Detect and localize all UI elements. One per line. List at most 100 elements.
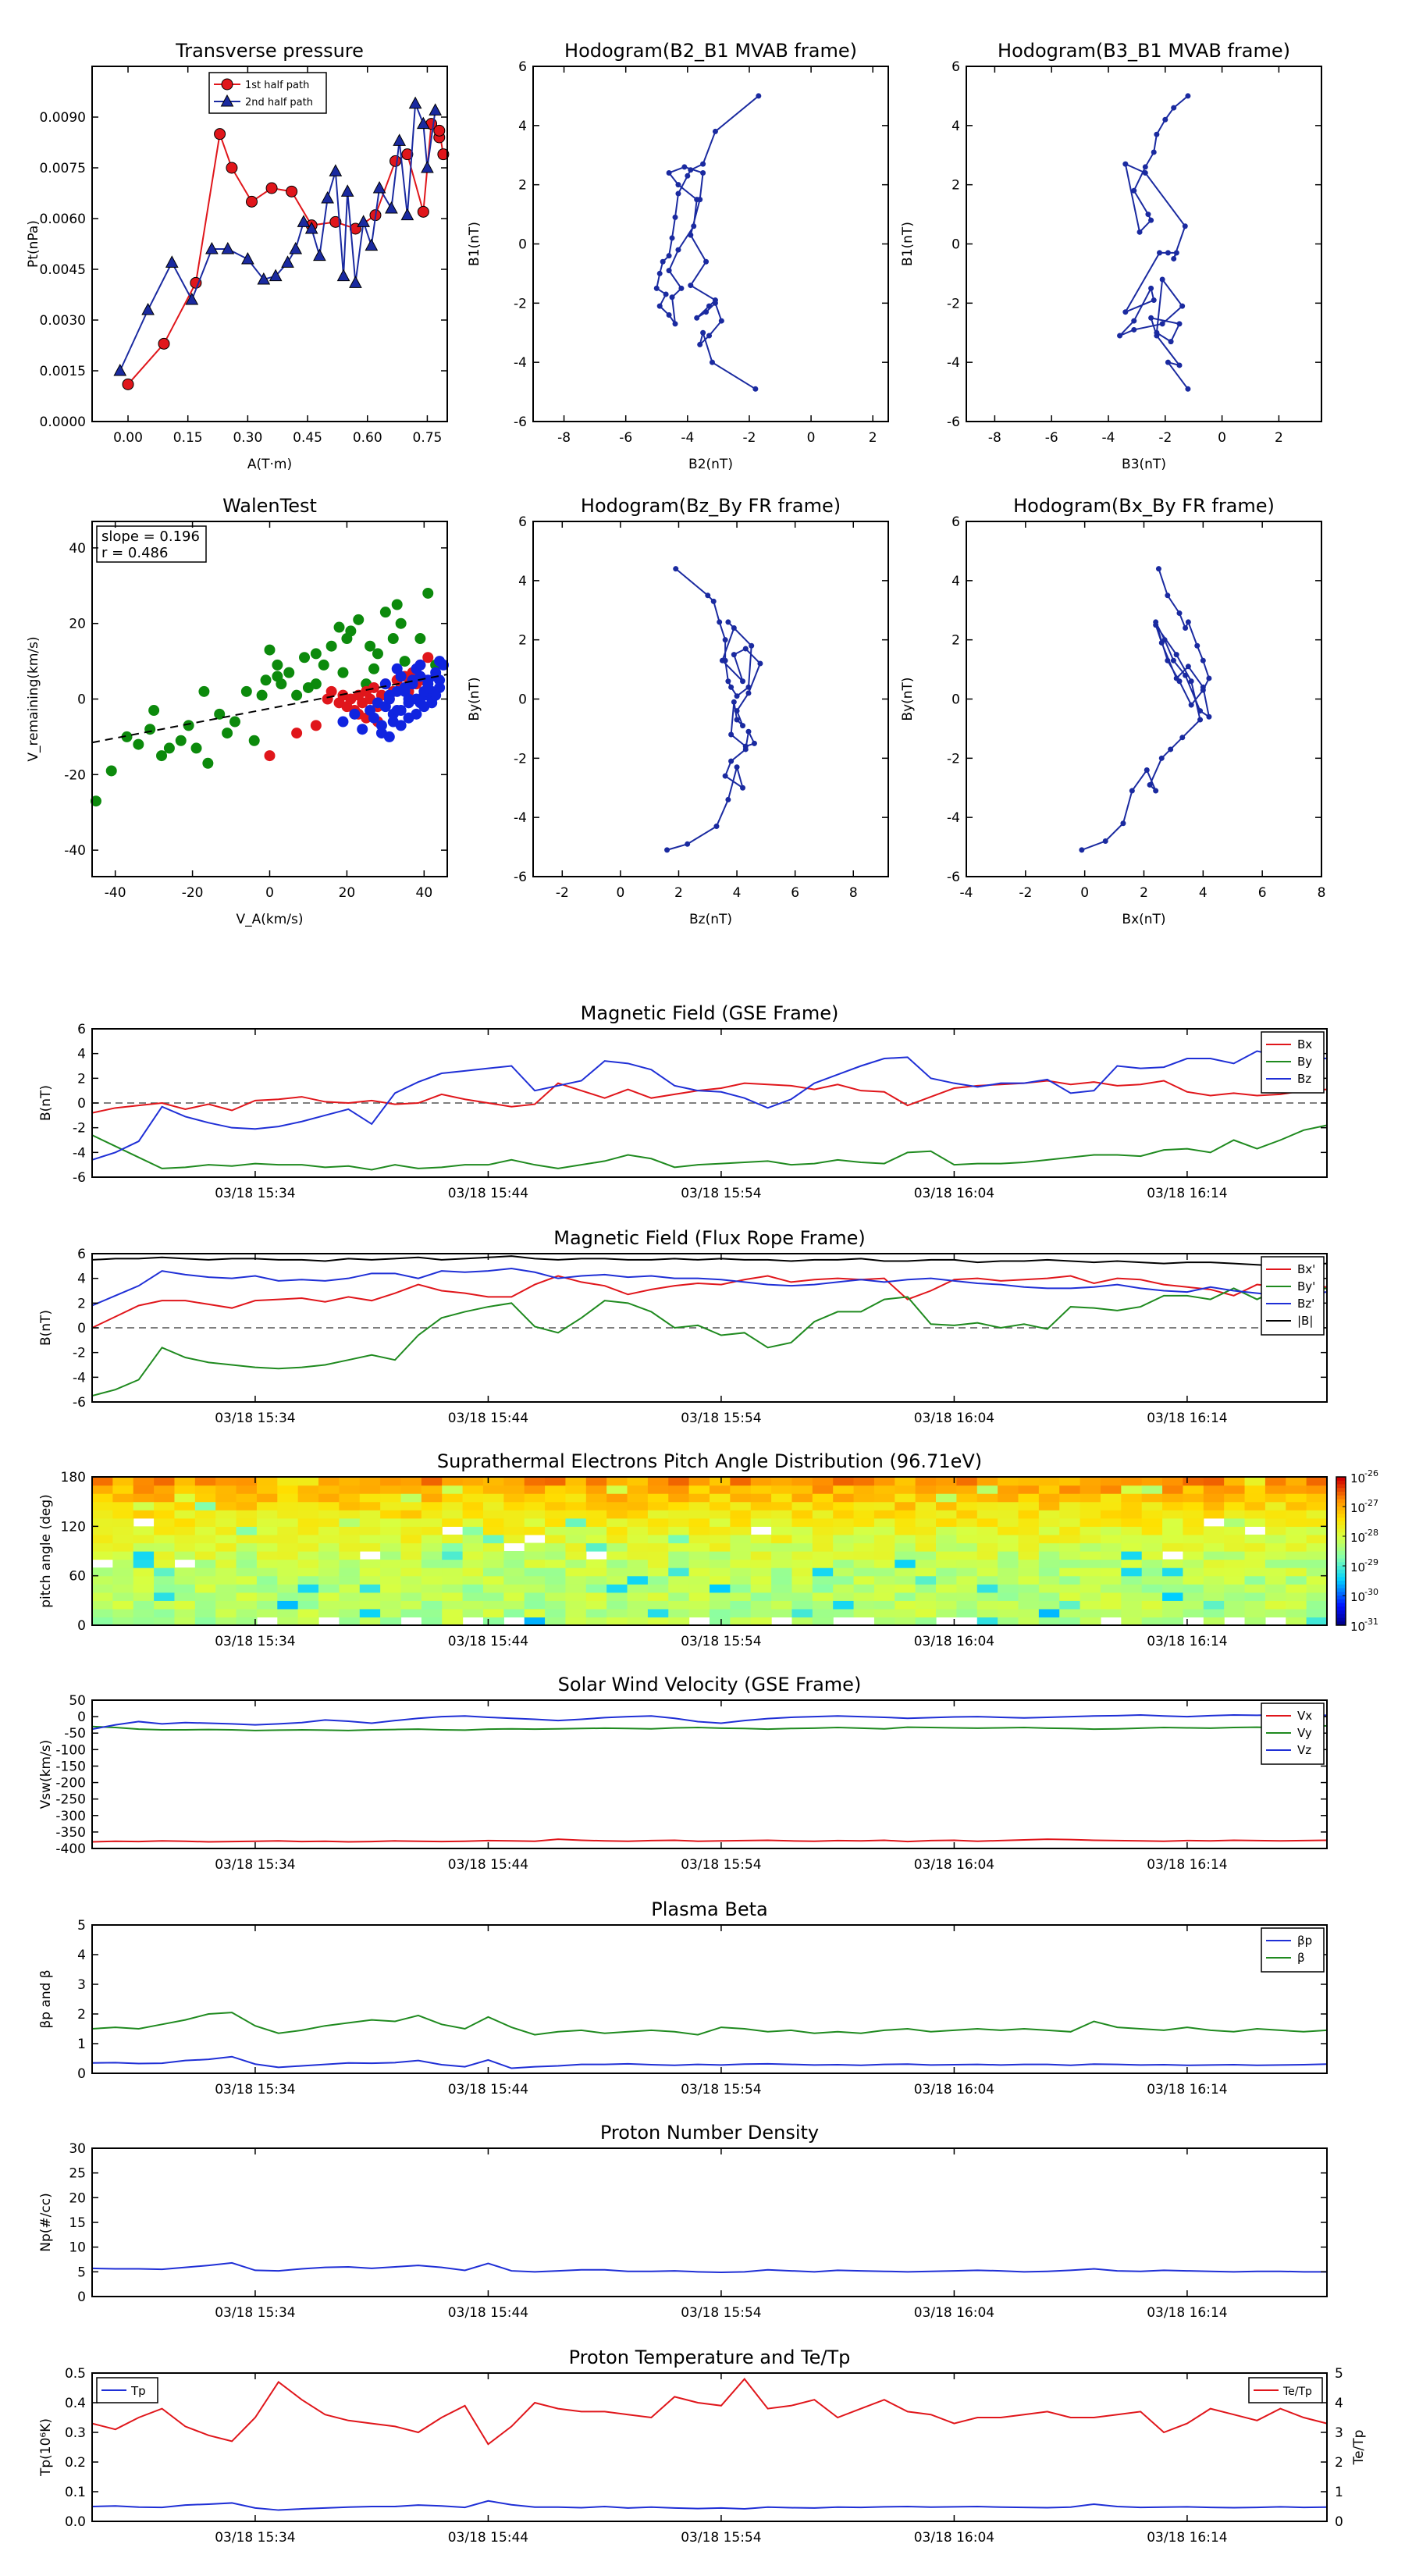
heatmap-cell [1183,1501,1204,1510]
heatmap-cell [647,1584,669,1593]
heatmap-cell [1224,1608,1246,1618]
x-tick-label: -2 [1019,885,1032,901]
heatmap-cell [442,1542,464,1552]
heatmap-cell [976,1575,998,1585]
x-tick-label: 20 [339,885,356,901]
heatmap-cell [1224,1575,1246,1585]
legend-label: 1st half path [245,80,309,91]
heatmap-cell [1038,1592,1060,1601]
y-tick-label: 0.0090 [40,110,86,126]
x-axis-label: B3(nT) [1122,457,1166,472]
heatmap-cell [585,1477,607,1486]
heatmap-cell [462,1493,484,1503]
heatmap-cell [277,1534,299,1544]
heatmap-cell [606,1510,628,1519]
y-tick-label: 5 [77,2265,86,2280]
axes-frame [91,1028,1328,1178]
colorbar-segment [1336,1596,1346,1600]
data-point [669,294,675,301]
scatter-point [368,681,380,693]
scatter-point [202,757,214,769]
heatmap-cell [1100,1534,1122,1544]
heatmap-cell [1264,1592,1286,1601]
heatmap-cell [956,1493,978,1503]
scatter-point [365,640,376,652]
colorbar-segment [1336,1543,1346,1548]
heatmap-cell [277,1501,299,1510]
heatmap-cell [339,1584,361,1593]
heatmap-cell [400,1584,422,1593]
heatmap-cell [936,1575,957,1585]
data-point [712,128,718,134]
colorbar-tick-exponent: -30 [1364,1587,1378,1597]
heatmap-cell [1224,1534,1246,1544]
heatmap-cell [750,1493,772,1503]
heatmap-cell [853,1477,875,1486]
heatmap-cell [1038,1584,1060,1593]
heatmap-cell [647,1477,669,1486]
heatmap-cell [606,1608,628,1618]
heatmap-cell [400,1517,422,1527]
heatmap-cell [627,1575,649,1585]
heatmap-cell [1264,1485,1286,1494]
heatmap-cell [1059,1617,1081,1626]
heatmap-cell [1286,1608,1307,1618]
colorbar-segment [1336,1488,1346,1493]
heatmap-cell [297,1551,319,1560]
data-point [1117,333,1123,339]
heatmap-cell [812,1501,834,1510]
heatmap-cell [1203,1534,1225,1544]
heatmap-cell [895,1493,916,1503]
heatmap-cell [400,1526,422,1535]
colorbar-tick-exponent: -29 [1364,1557,1378,1567]
heatmap-cell [1059,1551,1081,1560]
y-tick-label: 0 [77,1710,86,1725]
heatmap-cell [1162,1608,1184,1618]
heatmap-cell [318,1477,340,1486]
colorbar-segment [1336,1610,1346,1615]
heatmap-cell [688,1501,710,1510]
heatmap-cell [1306,1534,1328,1544]
heatmap-cell [791,1510,813,1519]
heatmap-cell [873,1542,895,1552]
heatmap-cell [812,1608,834,1618]
data-point [245,195,258,208]
heatmap-cell [688,1584,710,1593]
y-tick-label: 6 [518,59,527,75]
y-tick-label: -2 [947,296,960,311]
heatmap-cell [421,1501,443,1510]
y-tick-label: -2 [73,1346,86,1361]
heatmap-cell [812,1551,834,1560]
data-point [1179,735,1186,741]
heatmap-cell [421,1559,443,1568]
heatmap-cell [976,1584,998,1593]
heatmap-cell [524,1600,546,1610]
heatmap-cell [688,1551,710,1560]
heatmap-cell [647,1534,669,1544]
x-tick-label: 03/18 15:34 [215,1411,295,1426]
scatter-point [299,652,311,664]
heatmap-cell [668,1534,690,1544]
heatmap-cell [421,1485,443,1494]
heatmap-cell [194,1485,216,1494]
axes-frame [91,1699,1328,1849]
heatmap-cell [194,1608,216,1618]
data-point [666,253,672,259]
heatmap-cell [1264,1608,1286,1618]
data-point [1155,566,1161,572]
heatmap-cell [277,1477,299,1486]
heatmap-cell [215,1617,237,1626]
heatmap-cell [1100,1592,1122,1601]
heatmap-cell [194,1592,216,1601]
heatmap-cell [174,1477,196,1486]
heatmap-cell [812,1534,834,1544]
scatter-point [379,607,391,618]
data-point [705,592,711,599]
heatmap-cell [812,1584,834,1593]
heatmap-cell [647,1592,669,1601]
heatmap-cell [1224,1510,1246,1519]
heatmap-cell [318,1510,340,1519]
scatter-point [256,689,268,701]
heatmap-cell [771,1534,793,1544]
